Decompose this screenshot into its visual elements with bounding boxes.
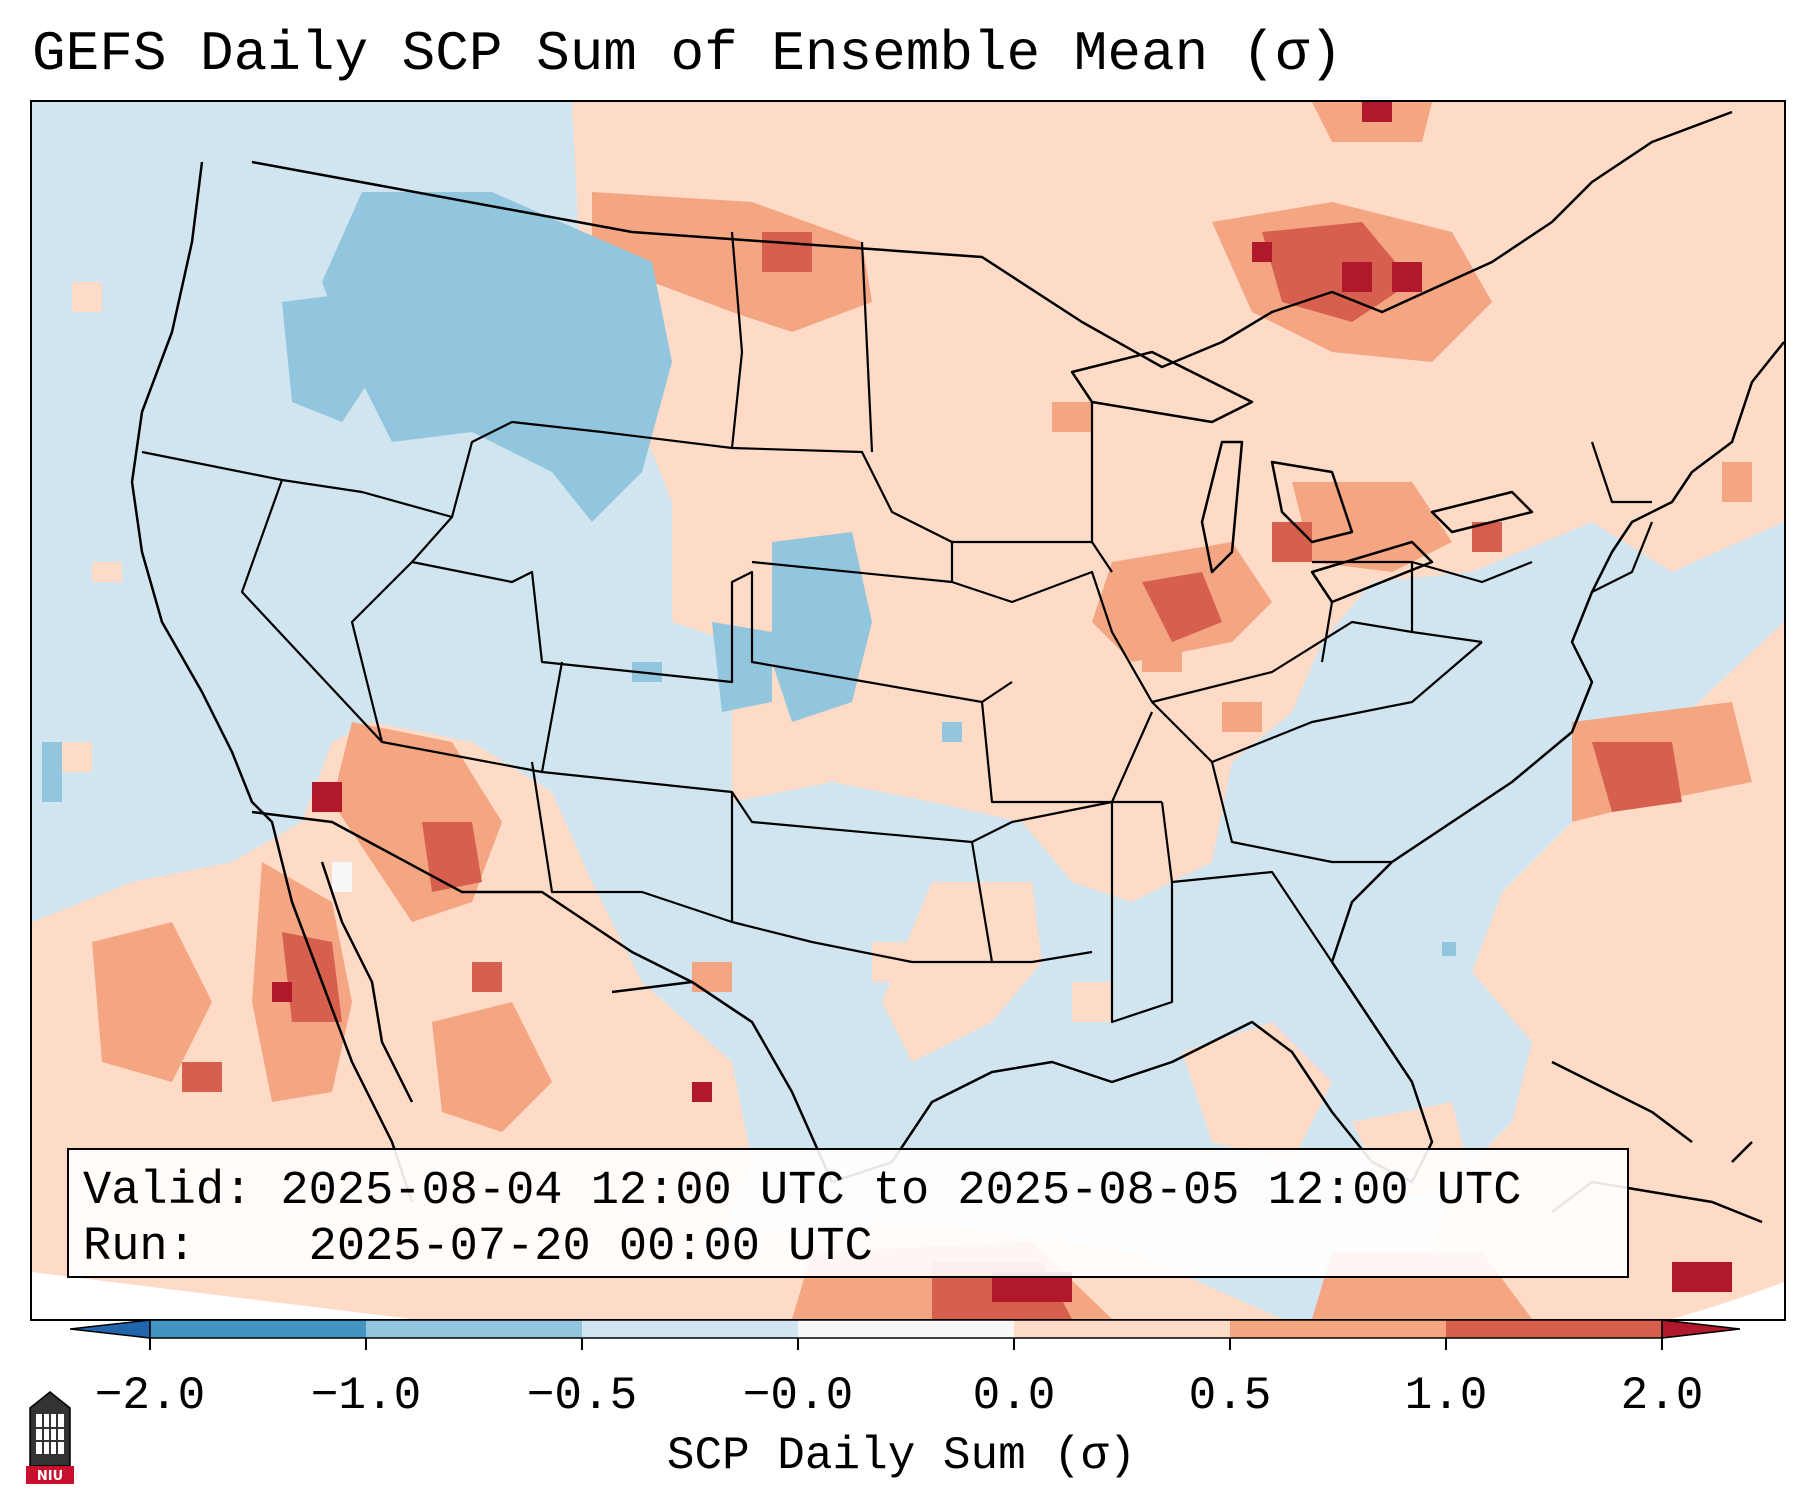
colorbar-ticks	[149, 1338, 1663, 1350]
lake-superior	[1070, 350, 1254, 424]
tick-label: 2.0	[1620, 1370, 1704, 1422]
international-border-north	[251, 110, 1733, 369]
tick-label: 1.0	[1404, 1370, 1488, 1422]
colorbar-svg	[69, 1319, 1741, 1350]
colorbar-segment-2	[366, 1320, 582, 1338]
colorbar-segment-6	[1230, 1320, 1446, 1338]
logo-text: NIU	[37, 1469, 63, 1484]
run-value: 2025-07-20 00:00 UTC	[308, 1221, 873, 1274]
state-lines	[141, 231, 1654, 1024]
field-neutral-spot	[332, 862, 352, 892]
colorbar-segment-1	[150, 1320, 366, 1338]
niu-logo-icon: NIU	[26, 1391, 74, 1484]
lake-michigan	[1200, 440, 1244, 574]
valid-value: 2025-08-04 12:00 UTC to 2025-08-05 12:00…	[280, 1165, 1522, 1218]
field-positive-max	[272, 102, 1732, 1302]
tick-label: −0.0	[742, 1370, 854, 1422]
west-coastline	[130, 161, 414, 1203]
field-negative-mid	[42, 192, 1456, 956]
mexico-border	[251, 810, 753, 1024]
field-positive-strong	[182, 222, 1682, 1319]
map-title: GEFS Daily SCP Sum of Ensemble Mean (σ)	[32, 22, 1343, 86]
lake-huron	[1270, 460, 1354, 544]
colorbar-under-arrow	[69, 1319, 151, 1339]
baja-coastline	[320, 861, 414, 1103]
run-label: Run:	[83, 1221, 196, 1274]
valid-label: Valid:	[83, 1165, 253, 1218]
tick-label: 0.0	[972, 1370, 1056, 1422]
scp-field-map	[32, 102, 1784, 1319]
colorbar-segment-5	[1014, 1320, 1230, 1338]
colorbar-segment-3	[582, 1320, 798, 1338]
colorbar-label: SCP Daily Sum (σ)	[666, 1430, 1137, 1482]
boundaries	[130, 110, 1784, 1203]
colorbar-segment-7	[1446, 1320, 1662, 1338]
tick-label: −2.0	[94, 1370, 206, 1422]
lake-erie	[1310, 540, 1434, 604]
projection-edge-right	[1672, 1282, 1784, 1319]
tick-label: −0.5	[526, 1370, 638, 1422]
colorbar-over-arrow	[1661, 1319, 1741, 1339]
east-coastline	[1330, 341, 1784, 963]
lake-ontario	[1430, 490, 1534, 534]
map-panel	[30, 100, 1786, 1321]
colorbar-segment-4	[798, 1320, 1014, 1338]
colorbar	[69, 1318, 1741, 1378]
tick-label: −1.0	[310, 1370, 422, 1422]
projection-edge-left	[32, 1272, 412, 1319]
valid-run-info-box: Valid: 2025-08-04 12:00 UTC to 2025-08-0…	[67, 1148, 1629, 1278]
tick-label: 0.5	[1188, 1370, 1272, 1422]
colorbar-outline	[149, 1319, 1663, 1339]
